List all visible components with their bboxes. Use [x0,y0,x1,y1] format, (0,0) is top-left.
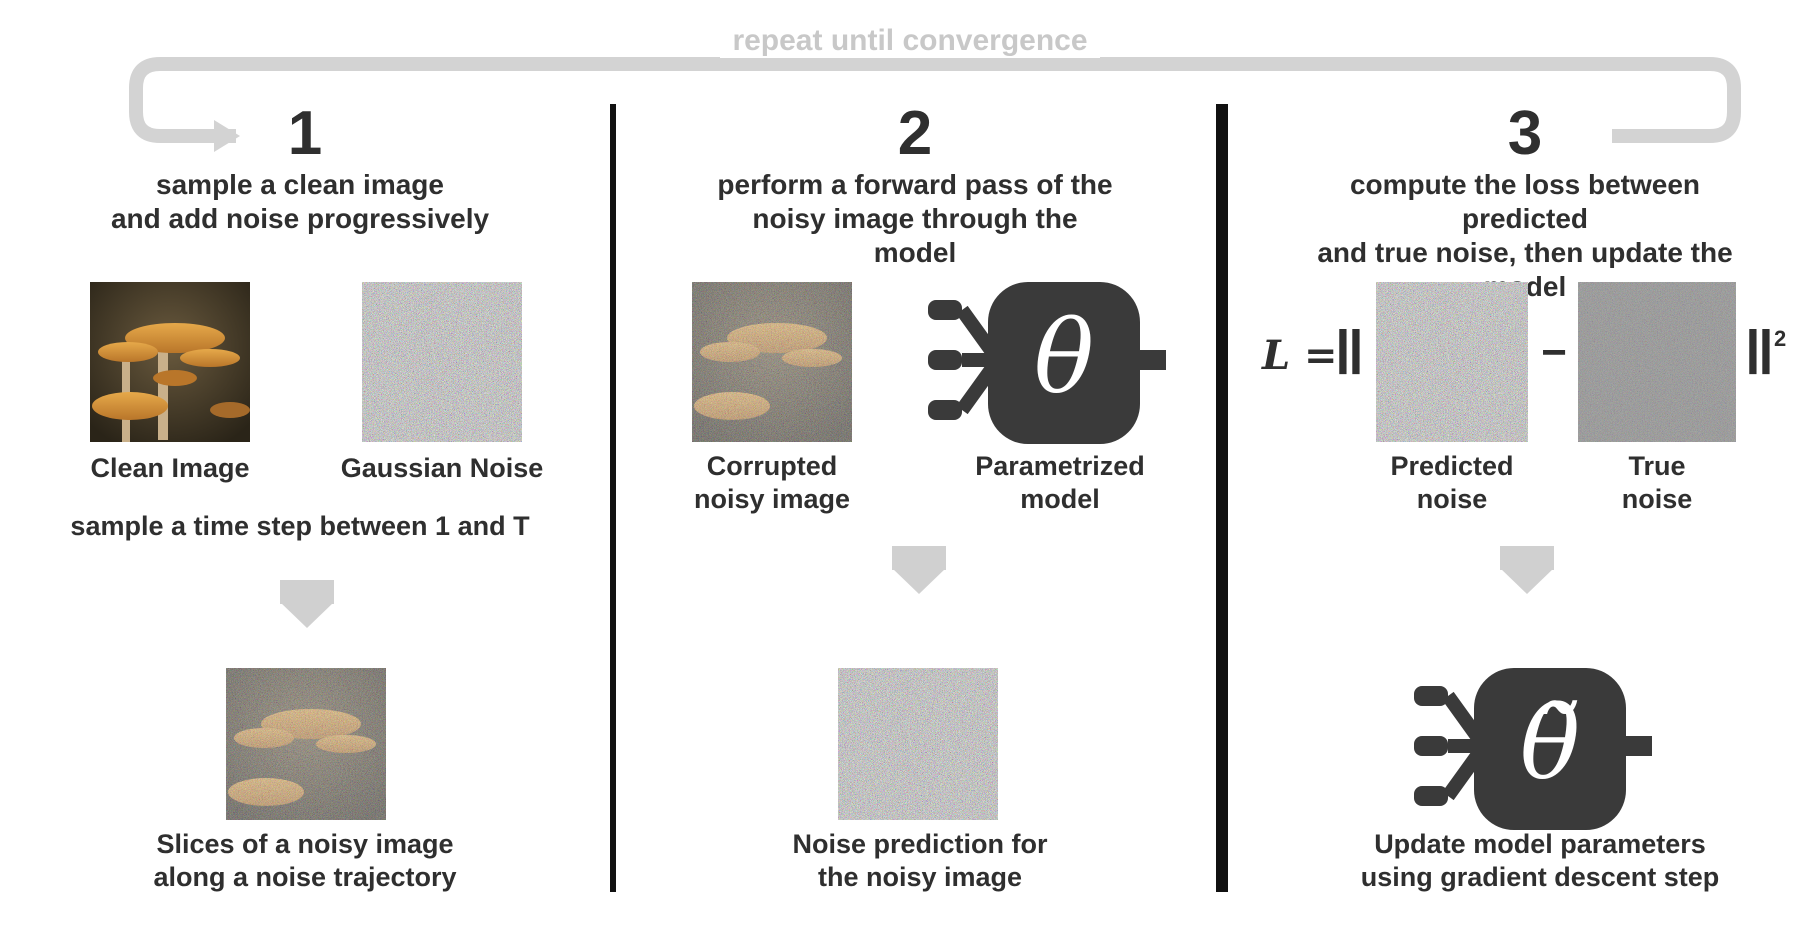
label-line: model [1020,484,1100,514]
noise-label: True noise [1557,450,1757,516]
true-noise [1578,282,1736,442]
model-label: Parametrized model [940,450,1180,516]
heading-line: compute the loss between predicted [1349,169,1701,234]
predicted-noise-image [838,668,998,820]
heading-line: perform a forward pass of the [717,169,1113,200]
divider-1 [610,104,616,892]
image-label: Clean Image [90,453,250,483]
clean-image [90,282,250,442]
minus-sign: − [1541,328,1567,377]
norm-open: ‖ [1334,319,1365,388]
label-line: Predicted [1390,451,1514,481]
updated-model-icon [1414,668,1652,830]
result-line: using gradient descent step [1360,862,1720,892]
step-number: 2 [897,99,933,168]
predicted-noise [1376,282,1528,442]
corrupted-image [692,282,852,442]
result-line: Noise prediction for [792,829,1048,859]
down-arrow-icon [280,580,334,628]
label-line: noise [1416,484,1488,514]
result-line: Slices of a noisy image [156,829,454,859]
label-line: noisy image [693,484,851,514]
loop-arrow-icon [129,57,1741,152]
result-line: Update model parameters [1374,829,1706,859]
norm-close: ‖ [1744,319,1775,388]
noisy-image [226,668,386,820]
heading-line: noisy image through the model [752,203,1078,268]
theta-tilde-symbol: θ̃ [1519,685,1581,802]
model-block-icon [928,282,1166,444]
heading-line: sample a clean image [156,169,444,200]
exponent: 2 [1774,326,1787,351]
heading-line: and add noise progressively [110,203,490,234]
noise-image [362,282,522,442]
theta-symbol: θ [1033,299,1095,416]
step-number: 1 [287,99,323,168]
image-label: Gaussian Noise [340,453,544,483]
loop-label: repeat until convergence [720,24,1100,58]
panel-result: Update model parameters using gradient d… [1330,828,1750,894]
step-number: 3 [1507,99,1543,168]
image-label: Corrupted noisy image [662,450,882,516]
panel-result: Slices of a noisy image along a noise tr… [100,828,510,894]
divider-2 [1216,104,1228,892]
result-line: the noisy image [817,862,1023,892]
result-line: along a noise trajectory [153,862,457,892]
label-line: True [1628,451,1686,481]
noise-label: Predicted noise [1352,450,1552,516]
label-line: Corrupted [706,451,838,481]
step-label: sample a time step between 1 and T [70,511,530,541]
label-line: Parametrized [975,451,1145,481]
loss-symbol: L = [1262,332,1338,379]
panel-heading: perform a forward pass of the noisy imag… [710,168,1120,270]
label-line: noise [1621,484,1693,514]
down-arrow-icon [1500,546,1554,594]
panel-heading: sample a clean image and add noise progr… [110,168,490,236]
panel-result: Noise prediction for the noisy image [760,828,1080,894]
down-arrow-icon [892,546,946,594]
